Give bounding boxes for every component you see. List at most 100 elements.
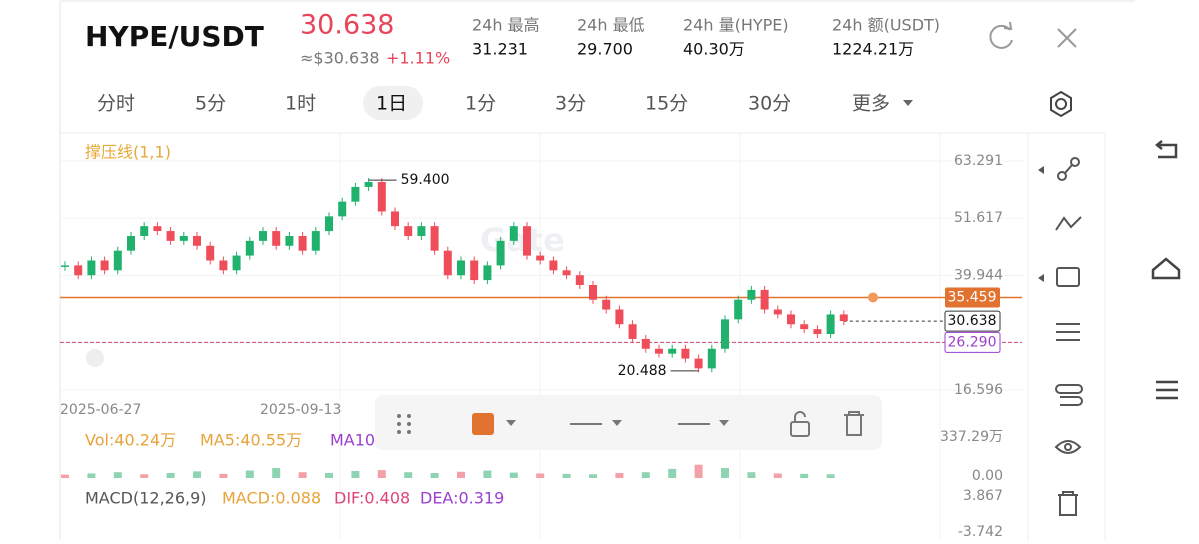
macd-label: MACD(12,26,9) <box>85 489 207 508</box>
indicator: 撑压线(1,1) <box>85 143 171 162</box>
stat-value: 40.30万 <box>683 40 745 59</box>
candle <box>338 201 347 217</box>
candle <box>179 235 188 241</box>
resistance-label: 35.459 <box>948 289 997 305</box>
candle <box>681 348 690 359</box>
volume-bar <box>351 470 360 478</box>
tab[interactable]: 分时 <box>97 93 135 115</box>
stat-value: 29.700 <box>577 40 633 59</box>
tab[interactable]: 5分 <box>195 93 226 115</box>
volume-bar <box>509 472 518 478</box>
candle <box>536 255 545 261</box>
stat-value: 31.231 <box>472 40 528 59</box>
change: +1.11% <box>386 49 450 68</box>
macd-tick: 3.867 <box>963 488 1003 504</box>
candle <box>575 275 584 286</box>
candle <box>74 265 83 276</box>
candle <box>443 250 452 276</box>
candle <box>140 226 149 236</box>
color-picker[interactable] <box>472 413 494 435</box>
candle <box>298 235 307 251</box>
volume-bar <box>193 471 201 478</box>
tab[interactable]: 更多 <box>852 93 890 115</box>
v-grid <box>339 133 941 540</box>
candle <box>523 226 531 256</box>
y-tick-label: 39.944 <box>954 267 1003 283</box>
tab[interactable]: 1分 <box>465 93 496 115</box>
candle <box>127 235 135 251</box>
candle <box>483 265 492 281</box>
candle <box>747 289 756 300</box>
tab[interactable]: 3分 <box>555 93 586 115</box>
draw-toolbar <box>375 395 882 450</box>
candle <box>602 299 611 310</box>
candle <box>457 260 465 276</box>
drag-handle[interactable] <box>397 414 411 434</box>
y-tick-label: 16.596 <box>954 382 1003 398</box>
candle <box>589 285 597 300</box>
candle <box>391 211 399 227</box>
logo-icon <box>86 349 104 367</box>
low-label: 20.488 <box>618 363 667 379</box>
lock-icon[interactable] <box>790 411 810 437</box>
candle <box>615 309 624 325</box>
stat-label: 24h 量(HYPE) <box>683 16 789 35</box>
volume-bar <box>325 473 333 478</box>
delete-icon[interactable] <box>844 411 864 436</box>
candle <box>245 240 254 256</box>
close-icon[interactable] <box>1057 28 1077 48</box>
candle <box>826 314 835 335</box>
alert-dot <box>868 292 878 303</box>
candle <box>496 240 505 266</box>
volume-bar <box>721 468 729 478</box>
candle <box>509 226 518 241</box>
watermark: Gate <box>480 221 565 259</box>
candle <box>417 226 426 236</box>
volume-bar <box>589 474 597 478</box>
volume-bar <box>61 474 69 478</box>
candle <box>628 324 637 339</box>
candle <box>61 265 69 267</box>
candle <box>166 231 175 241</box>
candle <box>219 260 228 271</box>
volume-bar <box>747 472 756 478</box>
volume-bar <box>245 470 254 478</box>
volume-bar <box>641 472 650 478</box>
candle <box>272 231 281 246</box>
stats: 24h 最高 31.231 24h 最低 29.700 24h 量(HYPE) 40.30… <box>472 16 940 59</box>
candle <box>694 358 703 369</box>
candle <box>641 338 650 349</box>
tab[interactable]: 1时 <box>285 93 316 115</box>
tab-active-bg <box>363 86 423 120</box>
dropdown-arrows <box>506 420 729 426</box>
support-tag <box>944 331 1001 353</box>
y-tick-label: 51.617 <box>954 210 1003 226</box>
macd-tick: -3.742 <box>958 524 1003 540</box>
volume-bar <box>87 473 96 478</box>
macd-label: MACD:0.088 <box>222 489 321 508</box>
candle <box>813 329 822 335</box>
volume-bar <box>430 473 439 478</box>
settings-icon[interactable] <box>1050 90 1072 118</box>
current-label: 30.638 <box>948 313 997 329</box>
tab[interactable]: 30分 <box>748 93 791 115</box>
volume-bar <box>800 473 809 478</box>
volume-tick: 0.00 <box>972 468 1003 484</box>
candle <box>760 289 769 310</box>
current-tag <box>944 310 1001 332</box>
candle <box>153 226 162 232</box>
volume-bar <box>140 474 149 478</box>
volume-bar <box>298 472 307 478</box>
candle <box>668 348 677 354</box>
tool-arrows <box>1038 166 1044 282</box>
y-tick-label: 63.291 <box>954 153 1003 169</box>
candle <box>721 319 729 349</box>
refresh-icon[interactable] <box>989 21 1013 49</box>
tab[interactable]: 15分 <box>645 93 688 115</box>
volume-bar <box>562 473 571 478</box>
candle <box>377 182 386 212</box>
date-label: 2025-09-13 <box>260 402 341 418</box>
tab[interactable]: 1日 <box>376 93 407 115</box>
candle <box>549 260 558 271</box>
candle <box>787 314 795 325</box>
